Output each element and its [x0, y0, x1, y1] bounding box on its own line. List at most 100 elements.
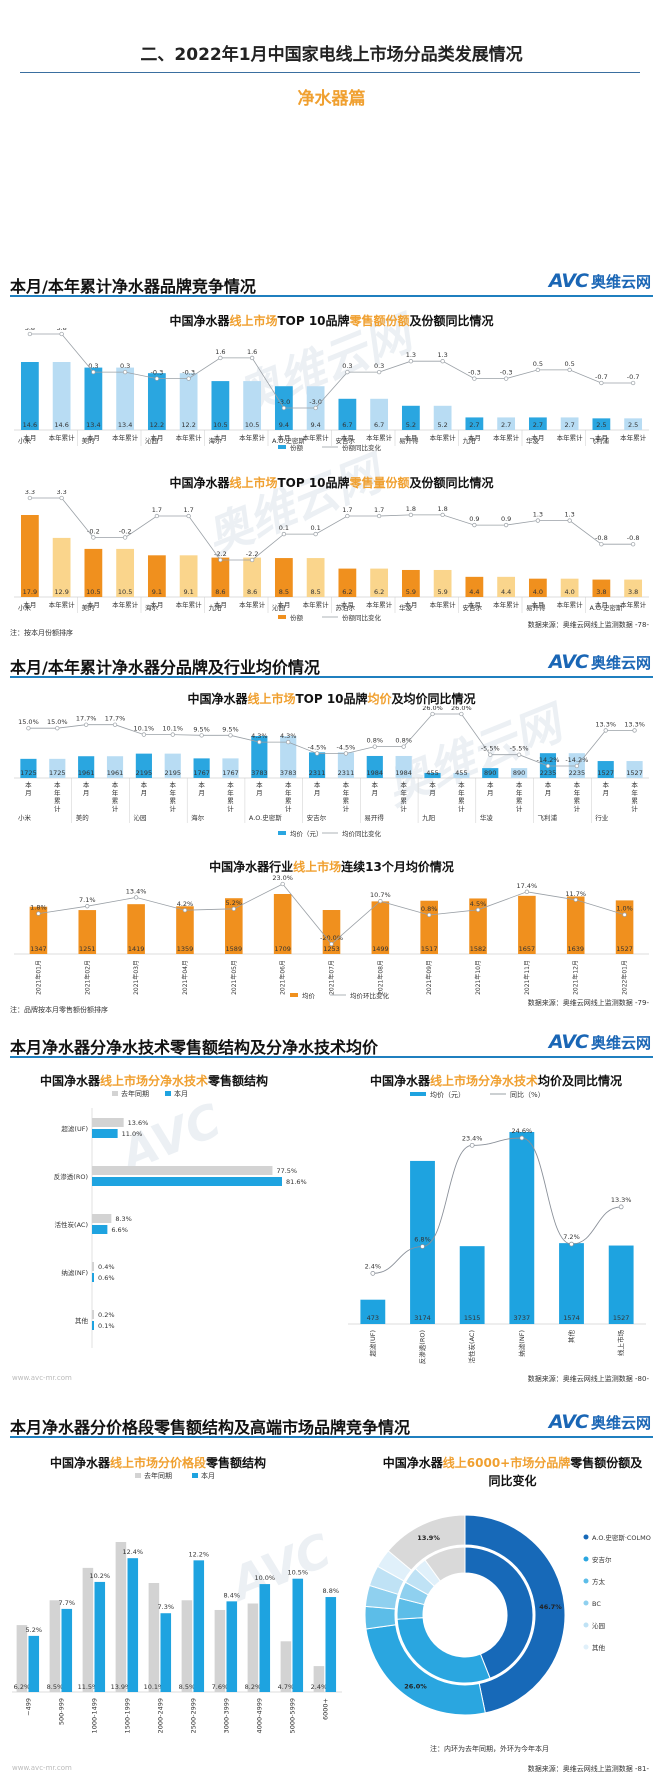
bar — [453, 772, 470, 778]
data-label: 2.5 — [596, 421, 606, 429]
yoy-point — [535, 518, 541, 523]
bar-category-label: 计 — [170, 804, 177, 813]
bar — [273, 894, 292, 954]
bar-category-label: 年 — [170, 788, 177, 797]
legend-swatch — [583, 1644, 589, 1650]
data-label: 5.9 — [437, 588, 447, 596]
chart-title-c4: 中国净水器行业线上市场连续13个月均价情况 — [209, 860, 454, 874]
yoy-label: 15.0% — [18, 718, 39, 726]
yoy-label: 1.3 — [437, 351, 447, 359]
x-tick-label: 2021年04月 — [181, 960, 189, 995]
yoy-point — [378, 899, 383, 904]
yoy-point — [231, 906, 236, 911]
yoy-point — [281, 405, 287, 411]
note: 注：内环为去年同期，外环为今年本月 — [430, 1745, 549, 1753]
yoy-label: 6.8% — [414, 1236, 431, 1244]
group-label: 安吉尔 — [336, 436, 356, 445]
yoy-point — [281, 531, 287, 537]
bar — [528, 417, 547, 430]
yoy-label: 0.3 — [342, 362, 352, 370]
x-tick-label: 2021年07月 — [328, 960, 336, 995]
bar — [459, 1246, 485, 1324]
bar-category-label: 本 — [25, 780, 32, 789]
group-label: 华凌 — [526, 436, 540, 445]
data-label: 1499 — [372, 945, 389, 953]
yoy-point — [567, 367, 572, 373]
bar — [181, 1600, 193, 1692]
data-label: 4.0 — [564, 588, 574, 596]
bar-category-label: 本 — [198, 780, 205, 789]
bar-category-label: 计 — [285, 804, 292, 813]
bar — [147, 373, 166, 430]
data-label: 0.6% — [98, 1274, 115, 1282]
legend-swatch — [112, 1091, 118, 1096]
legend-label: 均价环比变化 — [350, 991, 390, 1000]
x-tick-label: 2021年12月 — [572, 960, 580, 995]
yoy-label: 2.4% — [365, 1262, 382, 1270]
data-label: 10.1% — [144, 1683, 165, 1691]
data-label: 2.7 — [533, 421, 543, 429]
bar-category-label: 累 — [227, 797, 234, 805]
yoy-point — [59, 331, 64, 337]
yoy-point — [475, 907, 481, 912]
logo-text: 奥维云网 — [590, 653, 651, 672]
legend-label: 安吉尔 — [592, 1555, 612, 1564]
data-label: 12.9 — [54, 588, 68, 596]
legend-label: 均价（元） — [430, 1090, 465, 1099]
data-label: 10.0% — [254, 1574, 275, 1582]
bar — [116, 548, 135, 597]
data-label: 3.8 — [628, 588, 638, 596]
bar — [106, 756, 124, 778]
data-label: 13.9% — [111, 1683, 132, 1691]
chart-c2: 17.9 3.3 本月 12.9 3.3 本年累计 10.5 -0.2 本月 10.5 -0.2 本年… — [14, 490, 649, 622]
legend-label: 份额 — [290, 613, 304, 622]
bar-category-label: 本 — [314, 780, 321, 789]
yoy-point — [313, 405, 318, 411]
pie-slice — [464, 1514, 566, 1714]
yoy-label: 17.4% — [517, 882, 538, 890]
x-tick-label: 2021年10月 — [474, 960, 482, 995]
yoy-point — [603, 728, 608, 733]
data-label: 77.5% — [276, 1167, 297, 1175]
yoy-label: 15.0% — [47, 718, 68, 726]
pie-slice — [464, 1546, 534, 1679]
x-tick-label: 2021年01月 — [34, 960, 42, 995]
yoy-point — [472, 522, 477, 528]
legend-label: 本月 — [174, 1089, 188, 1098]
yoy-label: 9.5% — [222, 725, 239, 733]
bar — [424, 772, 441, 778]
legend-swatch — [583, 1534, 589, 1540]
group-label: 九阳 — [209, 603, 222, 612]
bar-category-label: 本年累计 — [303, 600, 330, 609]
data-label: 2195 — [136, 769, 153, 777]
yoy-label: 23.0% — [272, 874, 293, 882]
yoy-label: 1.0% — [616, 905, 633, 913]
bar-category-label: 本年累计 — [239, 600, 266, 609]
yoy-label: 1.7 — [342, 506, 352, 514]
data-label: 1527 — [616, 945, 633, 953]
bar — [78, 756, 95, 778]
yoy-label: -4.5% — [337, 743, 356, 751]
bar — [259, 1584, 271, 1692]
data-label: 890 — [484, 769, 496, 777]
bar — [597, 761, 614, 778]
chart-title-c2: 中国净水器线上市场TOP 10品牌零售量份额及份额同比情况 — [169, 476, 494, 490]
data-label: 1984 — [367, 769, 384, 777]
y-tick-label: 纳滤(NF) — [61, 1268, 88, 1277]
bar-category-label: 本年累计 — [366, 433, 393, 442]
bar-category-label: 本 — [170, 780, 177, 789]
bar-category-label: 本月 — [277, 600, 290, 609]
yoy-label: -0.2 — [119, 527, 132, 535]
group-label: 美的 — [82, 436, 96, 445]
data-label: 1517 — [421, 945, 438, 953]
yoy-label: 13.4% — [126, 887, 147, 895]
yoy-point — [574, 763, 579, 769]
bar-category-label: 月 — [256, 789, 263, 797]
bar — [325, 1597, 337, 1692]
data-label: 12.4% — [122, 1548, 143, 1556]
legend-label: 份额同比变化 — [342, 613, 382, 622]
data-label: 26.0% — [404, 1682, 427, 1690]
bar — [176, 906, 194, 954]
yoy-point — [545, 763, 551, 769]
